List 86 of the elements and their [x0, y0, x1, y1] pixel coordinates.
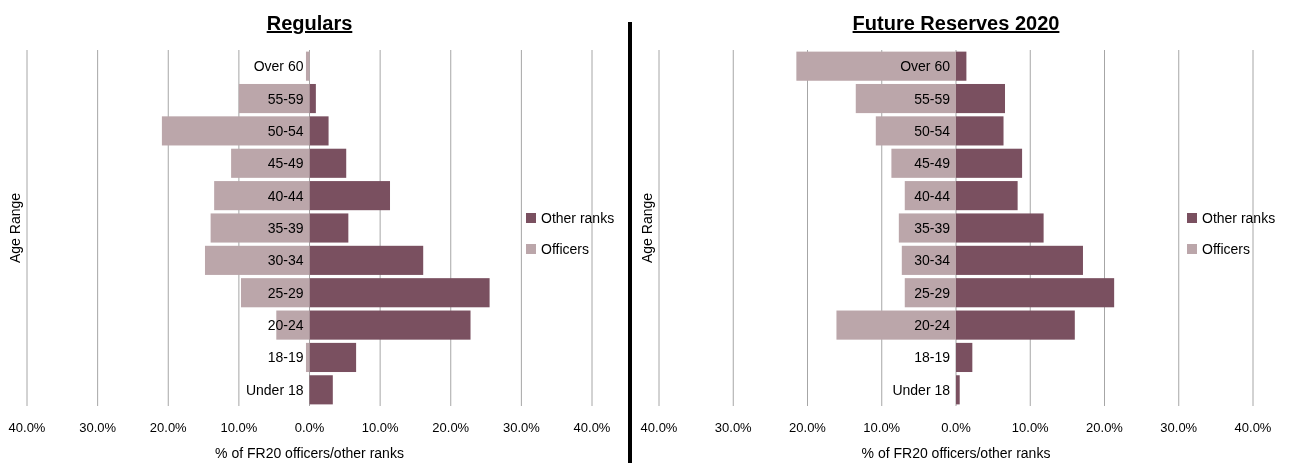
bar	[305, 342, 310, 373]
y-tick-label: 40-44	[914, 187, 951, 204]
legend-label: Officers	[1202, 241, 1250, 257]
y-tick-label: 40-44	[267, 187, 304, 204]
legend-label: Officers	[541, 241, 589, 257]
bar	[210, 213, 310, 243]
bar	[238, 83, 310, 114]
bar	[956, 342, 973, 373]
legend-label: Other ranks	[541, 210, 615, 226]
x-axis-title: % of FR20 officers/other ranks	[215, 445, 404, 461]
bar	[956, 245, 1083, 275]
bar	[240, 278, 310, 308]
bar	[875, 116, 956, 146]
bar	[161, 116, 310, 146]
x-tick-label: 40.0%	[573, 420, 611, 435]
bar	[956, 375, 960, 405]
bar	[898, 213, 956, 243]
x-tick-label: 20.0%	[149, 420, 188, 435]
x-tick-label: 20.0%	[1086, 420, 1124, 435]
y-tick-label: 50-54	[267, 122, 304, 139]
x-tick-label: 10.0%	[863, 420, 901, 435]
bar	[855, 83, 956, 114]
bar	[204, 245, 310, 275]
y-tick-label: Under 18	[245, 381, 304, 398]
legend-label: Other ranks	[1202, 210, 1276, 226]
y-tick-label: 45-49	[267, 155, 304, 172]
bar	[891, 148, 956, 178]
y-tick-label: 25-29	[914, 284, 951, 301]
x-tick-label: 20.0%	[789, 420, 827, 435]
x-tick-label: 40.0%	[640, 420, 678, 435]
x-tick-label: 40.0%	[1234, 420, 1272, 435]
x-tick-label: 10.0%	[1011, 420, 1050, 435]
x-tick-label: 40.0%	[8, 420, 46, 435]
bar	[956, 213, 1044, 243]
bar	[309, 310, 471, 340]
bar	[214, 181, 310, 211]
x-axis-title: % of FR20 officers/other ranks	[861, 445, 1051, 461]
bar	[309, 116, 329, 146]
bar	[836, 310, 956, 340]
x-tick-label: 0.0%	[294, 420, 325, 435]
bar	[956, 181, 1018, 211]
y-tick-label: 55-59	[267, 90, 304, 107]
bar	[956, 83, 1006, 114]
bar	[305, 51, 310, 81]
y-tick-label: 30-34	[914, 252, 951, 269]
bar	[309, 245, 424, 275]
y-tick-label: 25-29	[267, 284, 304, 301]
x-tick-label: 30.0%	[79, 420, 117, 435]
y-tick-label: Over 60	[900, 58, 951, 75]
bar	[956, 148, 1023, 178]
y-tick-label: 55-59	[914, 90, 951, 107]
y-tick-label: 45-49	[914, 155, 951, 172]
y-tick-label: 30-34	[267, 252, 304, 269]
x-tick-label: 10.0%	[361, 420, 399, 435]
x-tick-label: 30.0%	[502, 420, 541, 435]
bar	[309, 278, 490, 308]
x-tick-label: 10.0%	[220, 420, 258, 435]
x-tick-label: 30.0%	[1160, 420, 1198, 435]
bar	[956, 310, 1075, 340]
y-axis-title: Age Range	[639, 192, 655, 264]
bar	[309, 375, 333, 405]
y-tick-label: 20-24	[267, 317, 304, 334]
x-tick-label: 30.0%	[714, 420, 753, 435]
y-tick-label: 50-54	[914, 122, 951, 139]
bar	[956, 116, 1004, 146]
y-tick-label: 18-19	[267, 349, 304, 366]
bar	[956, 51, 967, 81]
y-tick-label: Over 60	[253, 58, 304, 75]
bar	[309, 181, 391, 211]
bar	[796, 51, 956, 81]
bar	[309, 213, 349, 243]
y-tick-label: 20-24	[914, 317, 951, 334]
y-tick-label: 35-39	[914, 220, 951, 236]
x-tick-label: 0.0%	[941, 420, 972, 435]
y-tick-label: Under 18	[892, 381, 951, 398]
y-tick-label: 35-39	[267, 220, 304, 236]
bar	[309, 83, 316, 114]
bar	[231, 148, 310, 178]
y-tick-label: 18-19	[914, 349, 951, 366]
chart-title: Regulars	[266, 12, 353, 34]
bar	[309, 148, 347, 178]
x-tick-label: 20.0%	[432, 420, 470, 435]
y-axis-title: Age Range	[7, 192, 23, 264]
chart-title: Future Reserves 2020	[852, 12, 1060, 34]
bar	[956, 278, 1115, 308]
bar	[309, 342, 357, 373]
